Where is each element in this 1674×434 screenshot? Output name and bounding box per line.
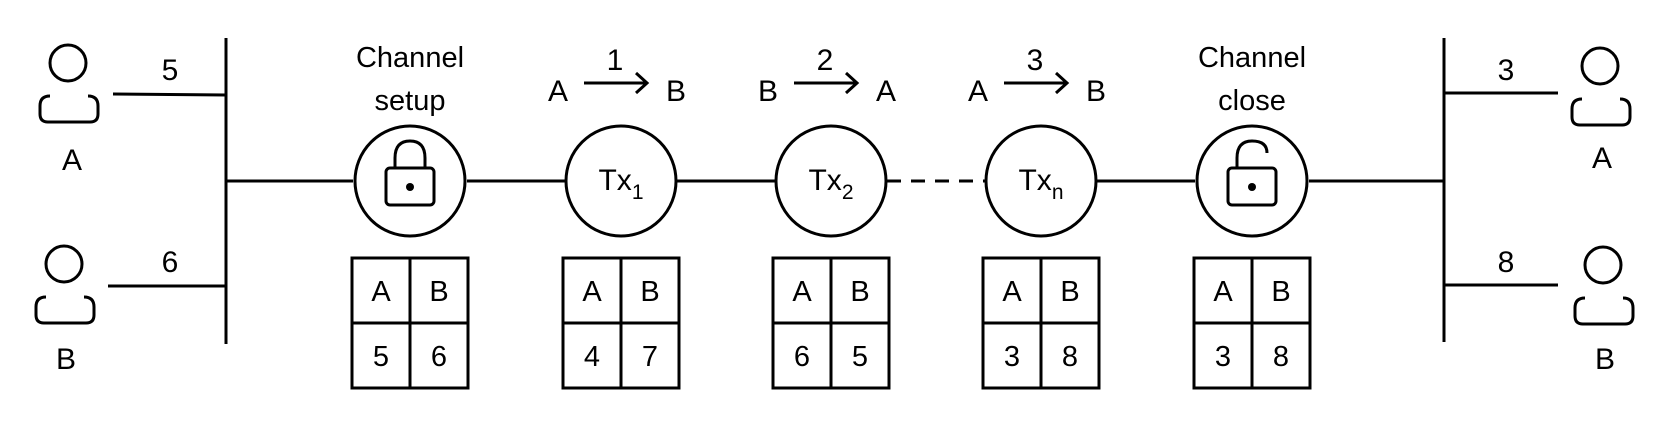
table-value-a: 6 (794, 341, 810, 373)
table-value-b: 8 (1273, 341, 1289, 373)
transfer-step: 2 (817, 44, 834, 77)
stage-tx-n: A 3 B Txn A B 3 8 (968, 44, 1106, 390)
tx-label: Tx2 (808, 164, 853, 204)
right-arrow-icon (1004, 71, 1070, 95)
stage-tx-1: A 1 B Tx1 A B 4 7 (548, 44, 686, 390)
unlock-icon (1226, 139, 1278, 207)
stage-node (984, 124, 1098, 238)
lock-icon (384, 139, 436, 207)
transfer-to: A (876, 75, 896, 108)
left-user-b-balance: 6 (162, 246, 179, 279)
left-user-a-balance: 5 (162, 54, 179, 87)
right-user-a: A (1570, 46, 1632, 175)
stage-title: Channel (1198, 42, 1306, 74)
tx-label: Tx1 (598, 164, 643, 204)
table-value-a: 5 (373, 341, 389, 373)
stage-title: Channel (356, 42, 464, 74)
table-head-b: B (640, 276, 659, 308)
table-head-a: A (1002, 276, 1022, 308)
right-user-b-label: B (1595, 343, 1615, 376)
table-head-a: A (1213, 276, 1233, 308)
transfer-from: A (968, 75, 988, 108)
table-head-b: B (1271, 276, 1290, 308)
left-user-a: A (38, 43, 100, 177)
balance-table: A B 3 8 (1192, 256, 1312, 390)
tx-label: Txn (1018, 164, 1063, 204)
table-head-a: A (371, 276, 391, 308)
stage-channel-close: Channel close A B 3 8 (1192, 42, 1312, 390)
table-value-b: 6 (431, 341, 447, 373)
stage-node (1195, 124, 1309, 238)
balance-table: A B 3 8 (981, 256, 1101, 390)
table-head-b: B (1060, 276, 1079, 308)
user-icon (1573, 245, 1635, 326)
stage-tx-2: B 2 A Tx2 A B 6 5 (758, 44, 896, 390)
stage-node (353, 124, 467, 238)
transfer-to: B (1086, 75, 1106, 108)
transfer-step: 1 (607, 44, 624, 77)
transfer-step: 3 (1027, 44, 1044, 77)
transfer-from: B (758, 75, 778, 108)
table-value-b: 8 (1062, 341, 1078, 373)
transfer-to: B (666, 75, 686, 108)
table-head-a: A (582, 276, 602, 308)
left-user-b: B (34, 244, 96, 376)
right-user-a-balance: 3 (1498, 54, 1515, 87)
stage-node (564, 124, 678, 238)
user-icon (34, 244, 96, 325)
left-user-b-label: B (56, 343, 76, 376)
stage-title: setup (375, 85, 446, 117)
user-icon (38, 43, 100, 124)
right-user-a-label: A (1592, 142, 1612, 175)
user-icon (1570, 46, 1632, 127)
transfer-from: A (548, 75, 568, 108)
stage-title: close (1218, 85, 1286, 117)
table-value-b: 7 (642, 341, 658, 373)
table-value-a: 3 (1004, 341, 1020, 373)
left-user-a-label: A (62, 144, 82, 177)
table-value-a: 4 (584, 341, 600, 373)
right-arrow-icon (584, 71, 650, 95)
right-arrow-icon (794, 71, 860, 95)
left-user-a-link (112, 92, 227, 97)
balance-table: A B 5 6 (350, 256, 470, 390)
right-user-b: B (1573, 245, 1635, 376)
stage-channel-setup: Channel setup A B 5 6 (350, 42, 470, 390)
balance-table: A B 4 7 (561, 256, 681, 390)
stage-node (774, 124, 888, 238)
table-head-b: B (850, 276, 869, 308)
right-user-b-balance: 8 (1498, 246, 1515, 279)
table-head-b: B (429, 276, 448, 308)
balance-table: A B 6 5 (771, 256, 891, 390)
table-value-b: 5 (852, 341, 868, 373)
table-head-a: A (792, 276, 812, 308)
table-value-a: 3 (1215, 341, 1231, 373)
